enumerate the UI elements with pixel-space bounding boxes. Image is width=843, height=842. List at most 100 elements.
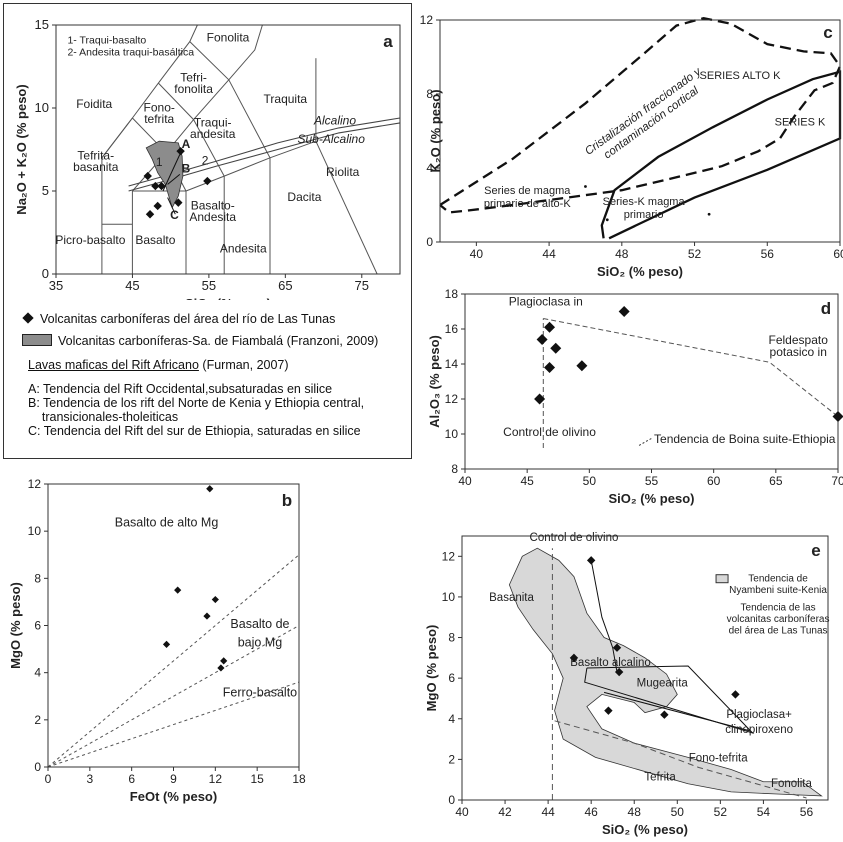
y-axis-label: MgO (% peso): [424, 625, 439, 712]
data-point: [153, 201, 162, 211]
x-tick-label: 60: [833, 247, 843, 261]
x-tick-label: 55: [645, 474, 659, 488]
field-label: potasico in: [770, 345, 827, 359]
field-label: Tefrita: [644, 772, 676, 784]
legend-item-1-label: Volcanitas carboníferas del área del río…: [40, 312, 336, 326]
note-1: 1- Traqui-basalto: [67, 34, 146, 46]
data-point: [534, 393, 546, 405]
x-tick-label: 48: [615, 247, 629, 261]
data-point: [157, 181, 166, 191]
trend-label: A: [182, 137, 191, 151]
shaded-area-fiambala: [145, 140, 184, 209]
data-point: [151, 181, 160, 191]
x-tick-label: 60: [707, 474, 721, 488]
trend-arrow: [590, 560, 618, 673]
field-label: Basalto: [135, 233, 175, 247]
x-tick-label: 56: [800, 805, 814, 819]
note-2: 2- Andesita traqui-basáltica: [67, 47, 194, 59]
field-label: SERIES ALTO K: [700, 70, 782, 82]
legend-entry: Nyambeni suite-Kenia: [729, 585, 827, 596]
y-tick-label: 2: [34, 713, 41, 727]
x-tick-label: 9: [170, 772, 177, 786]
x-tick-label: 48: [628, 805, 642, 819]
y-tick-label: 4: [34, 666, 41, 680]
x-tick-label: 52: [714, 805, 728, 819]
y-tick-label: 12: [28, 477, 42, 491]
legend-ref-cite: (Furman, 2007): [202, 358, 289, 372]
legend-line-a: A: Tendencia del Rift Occidental,subsatu…: [28, 382, 333, 396]
y-axis-label: MgO (% peso): [8, 582, 23, 669]
x-tick-label: 42: [498, 805, 512, 819]
legend-entry: volcanitas carboníferas: [727, 614, 830, 625]
field-label: Basalto-: [191, 198, 235, 212]
trend-arrow: [638, 437, 652, 446]
y-tick-label: 6: [448, 671, 455, 685]
y-tick-label: 8: [34, 571, 41, 585]
field-label: primario: [624, 209, 664, 221]
field-label: bajo Mg: [238, 636, 283, 650]
plot-frame: [461, 535, 829, 801]
y-tick-label: 12: [442, 549, 456, 563]
x-tick-label: 65: [769, 474, 783, 488]
legend-a: Volcanitas carboníferas del área del río…: [22, 312, 407, 438]
field-label: Basalto alcalino: [570, 657, 651, 669]
field-label: clinopiroxeno: [725, 724, 793, 736]
x-tick-label: 56: [761, 247, 775, 261]
legend-swatch: [715, 574, 729, 584]
x-tick-label: 40: [470, 247, 484, 261]
data-point: [174, 198, 183, 207]
y-tick-label: 18: [445, 287, 459, 301]
field-boundary: [228, 79, 271, 159]
field-boundary: [315, 140, 378, 275]
field-label: Foidita: [76, 97, 112, 111]
data-point: [203, 176, 212, 186]
x-axis-label: FeOt (% peso): [130, 789, 217, 804]
field-label: Tendencia de Boina suite-Ethiopia: [654, 432, 836, 446]
high-k-series-outline: [439, 17, 842, 214]
trend-arrow: [167, 174, 181, 185]
y-tick-label: 2: [448, 752, 455, 766]
field-label: Andesita: [189, 210, 236, 224]
data-point: [217, 664, 225, 672]
data-point: [550, 342, 562, 354]
field-label: Fonolita: [771, 778, 813, 790]
field-label: 2: [202, 153, 209, 167]
data-point: [544, 362, 556, 373]
data-point: [176, 146, 185, 156]
data-point: [544, 321, 556, 333]
panel-a: [3, 3, 412, 459]
x-tick-label: 15: [250, 772, 264, 786]
y-tick-label: 4: [448, 712, 455, 726]
classification-line: [47, 681, 300, 768]
field-boundary: [193, 119, 225, 177]
field-label: 1: [156, 155, 163, 169]
x-axis-label: SiO₂ (% peso): [597, 264, 683, 279]
field-label: Tefri-: [180, 70, 207, 84]
x-tick-label: 0: [45, 772, 52, 786]
y-tick-label: 12: [420, 13, 433, 27]
x-tick-label: 46: [584, 805, 598, 819]
data-point: [145, 210, 155, 219]
tunas-trend-outline: [584, 665, 755, 735]
y-tick-label: 0: [448, 793, 455, 807]
field-label: Mugearita: [637, 677, 689, 689]
data-point: [143, 171, 152, 181]
chart-d: 40 45 50 55 60 65 70 8 10 12 14 16 18 SiO₂ (% peso) Al…: [427, 287, 843, 506]
panel-label: a: [383, 32, 393, 51]
series-label: Sub-Alcalino: [298, 132, 366, 146]
y-tick-label: 10: [28, 524, 42, 538]
trend-arrow: [167, 197, 176, 215]
legend-line-c: C: Tendencia del Rift del sur de Ethiopi…: [28, 424, 361, 438]
trend-label: C: [170, 208, 179, 222]
x-axis-label: SiO₂ (% peso): [185, 296, 271, 300]
field-label: SERIES K: [775, 116, 826, 128]
chart-b: 0 3 6 9 12 15 18 0 2 4 6 8 10 12 FeOt (% peso) MgO (% p…: [8, 477, 306, 804]
y-tick-label: 0: [426, 235, 433, 249]
field-label: Control de olivino: [503, 425, 596, 439]
y-tick-label: 8: [448, 631, 455, 645]
field-label: Fonolita: [207, 31, 250, 45]
field-label: Ferro-basalto: [223, 685, 297, 699]
data-point: [832, 411, 843, 422]
y-tick-label: 4: [426, 161, 433, 175]
